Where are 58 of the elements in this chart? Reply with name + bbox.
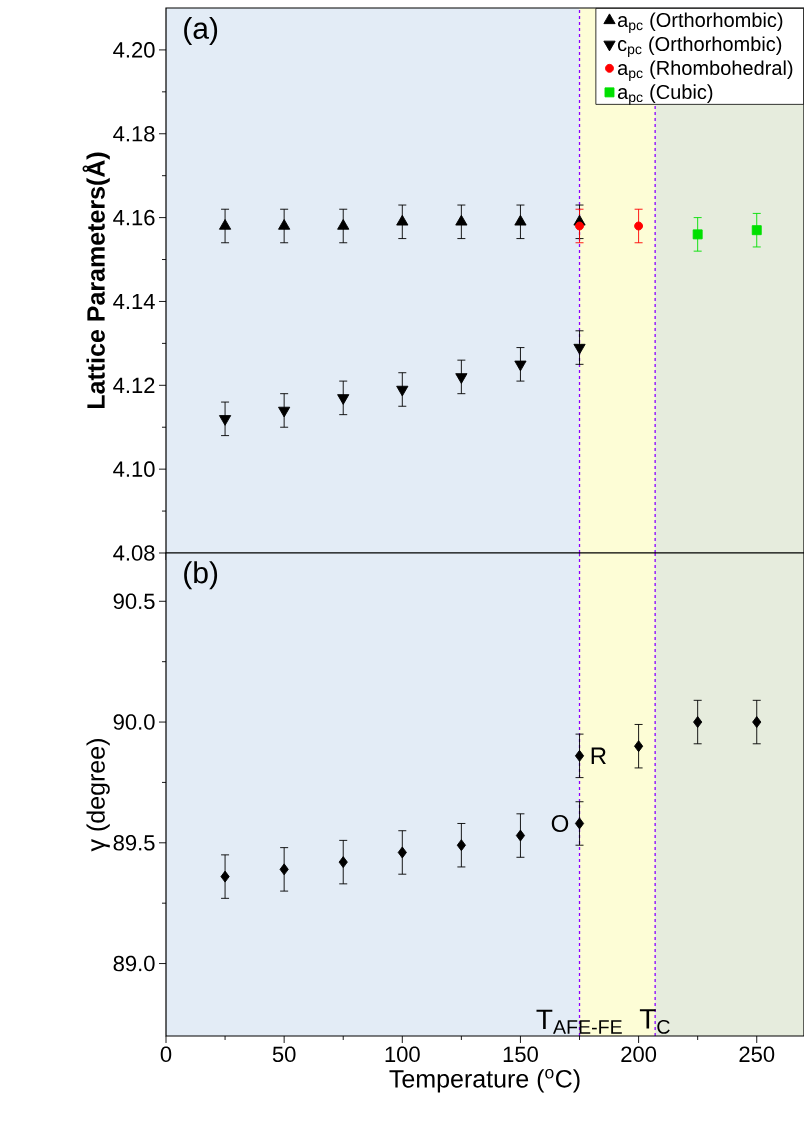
legend-label: a$_{pc}$ (Cubic) [617, 84, 713, 105]
y-tick-label: 4.18 [113, 125, 155, 142]
x-tick-label: 50 [272, 1046, 296, 1063]
point [751, 225, 762, 236]
y-tick-label: 4.14 [113, 293, 155, 310]
x-tick-label: 0 [160, 1046, 172, 1063]
point [218, 415, 232, 426]
point [279, 863, 289, 876]
y-tick-label: 4.12 [113, 377, 155, 393]
point [634, 740, 644, 753]
point [693, 716, 703, 728]
ref-line-label: T$_{AFE-FE}$ [536, 1009, 622, 1034]
point [692, 229, 703, 240]
point [575, 221, 584, 231]
y-axis-title: γ (degree) [86, 739, 110, 852]
point [396, 385, 409, 397]
point [574, 749, 585, 762]
point [574, 817, 585, 830]
ref-line-label: T$_{C}$ [639, 1009, 670, 1034]
y-tick-label: 90.5 [113, 593, 155, 610]
point [278, 406, 291, 418]
y-tick-label: 4.08 [113, 545, 155, 561]
annotation: (b) [184, 561, 218, 590]
y-tick-label: 4.16 [113, 209, 155, 226]
point [397, 846, 407, 859]
point [278, 219, 291, 230]
point [396, 214, 409, 226]
point [337, 394, 350, 405]
point [220, 870, 230, 883]
point [514, 360, 527, 372]
point [514, 214, 527, 226]
point [752, 716, 762, 728]
point [515, 829, 526, 842]
x-tick-label: 150 [503, 1046, 538, 1063]
point [456, 839, 466, 852]
annotation: R [591, 747, 606, 765]
point [573, 343, 586, 355]
legend-label: a$_{pc}$ (Orthorhombic) [617, 12, 783, 33]
point [338, 856, 348, 869]
point [218, 219, 232, 230]
legend-label: a$_{pc}$ (Rhombohedral) [617, 60, 793, 81]
y-tick-label: 89.5 [113, 835, 155, 851]
y-tick-label: 89.0 [113, 955, 155, 972]
point [455, 214, 468, 226]
x-tick-label: 250 [739, 1046, 775, 1063]
point [455, 373, 468, 384]
x-tick-label: 200 [621, 1046, 657, 1063]
y-tick-label: 4.10 [113, 461, 155, 477]
point [337, 219, 350, 230]
annotation: O [551, 814, 569, 832]
x-axis-title: Temperature ($^{o}$C) [389, 1068, 580, 1093]
point [634, 221, 644, 231]
y-axis-title: Lattice Parameters(Å) [82, 152, 110, 409]
legend-label: c$_{pc}$ (Orthorhombic) [617, 36, 782, 57]
x-tick-label: 100 [385, 1046, 420, 1063]
annotation: (a) [184, 16, 218, 45]
y-tick-label: 90.0 [113, 714, 155, 730]
y-tick-label: 4.20 [113, 42, 155, 58]
